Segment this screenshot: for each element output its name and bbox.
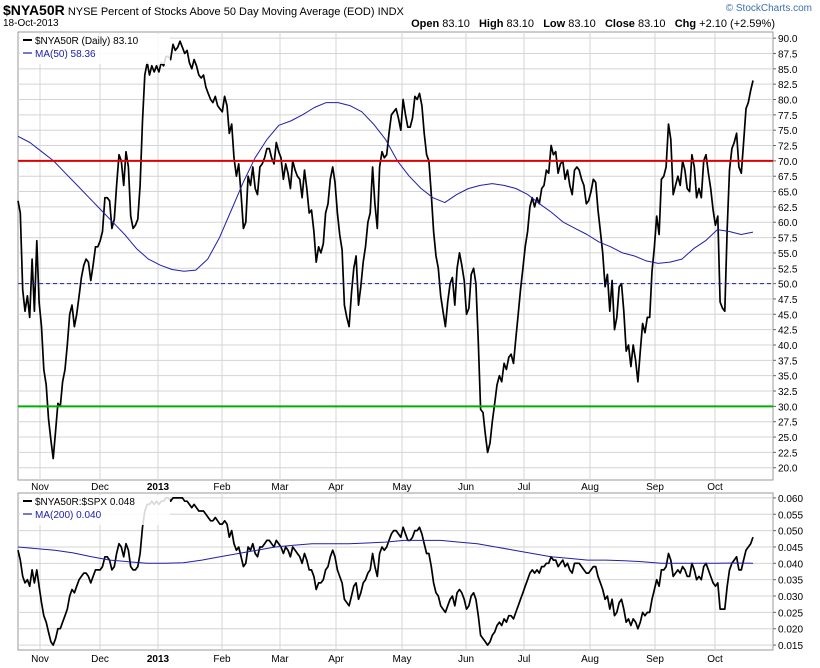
y-tick-label: 80.0 <box>778 96 798 107</box>
x-tick-label: Oct <box>707 482 723 493</box>
x-tick-label: Apr <box>328 482 344 493</box>
y-tick-label: 35.0 <box>778 372 798 383</box>
y-tick-label: 20.0 <box>778 464 798 475</box>
chg-value: +2.10 (+2.59%) <box>699 18 775 30</box>
y-tick-label: 82.5 <box>778 80 798 91</box>
y-tick-label: 70.0 <box>778 157 798 168</box>
high-value: 83.10 <box>506 18 535 30</box>
y-tick-label: 50.0 <box>778 280 798 291</box>
x-tick-label: Jul <box>518 482 531 493</box>
y-tick-label: 0.020 <box>778 625 803 636</box>
price-series-line <box>17 497 754 646</box>
moving-average-line <box>17 539 754 564</box>
y-tick-label: 57.5 <box>778 234 798 245</box>
x-tick-label: Nov <box>31 654 49 665</box>
y-tick-label: 85.0 <box>778 65 798 76</box>
x-tick-label: Jun <box>458 654 474 665</box>
y-tick-label: 45.0 <box>778 310 798 321</box>
x-tick-label: Dec <box>91 482 109 493</box>
y-tick-label: 90.0 <box>778 34 798 45</box>
y-tick-label: 0.030 <box>778 592 803 603</box>
x-tick-label: Sep <box>646 654 664 665</box>
description-label: NYSE Percent of Stocks Above 50 Day Movi… <box>67 6 375 18</box>
x-tick-label: 2013 <box>147 654 170 665</box>
ohlc-readout: Open 83.10 High 83.10 Low 83.10 Close 83… <box>411 18 775 30</box>
y-tick-label: 0.060 <box>778 494 803 505</box>
close-label: Close <box>604 18 635 30</box>
y-tick-label: 30.0 <box>778 402 798 413</box>
x-tick-label: May <box>393 654 412 665</box>
x-tick-label: Oct <box>707 654 723 665</box>
y-tick-label: 0.045 <box>778 543 803 554</box>
y-tick-label: 25.0 <box>778 433 798 444</box>
y-tick-label: 37.5 <box>778 356 798 367</box>
x-tick-label: Aug <box>581 654 599 665</box>
y-tick-label: 0.040 <box>778 559 803 570</box>
y-tick-label: 52.5 <box>778 264 798 275</box>
legend-entry: $NYA50R (Daily) 83.10 <box>35 36 139 47</box>
moving-average-line <box>17 102 754 272</box>
low-label: Low <box>543 18 566 30</box>
y-tick-label: 42.5 <box>778 326 798 337</box>
y-tick-label: 60.0 <box>778 218 798 229</box>
x-tick-label: May <box>393 482 412 493</box>
exchange-label: INDX <box>377 6 404 18</box>
open-label: Open <box>411 18 440 30</box>
y-tick-label: 55.0 <box>778 249 798 260</box>
y-tick-label: 0.050 <box>778 527 803 538</box>
open-value: 83.10 <box>442 18 470 30</box>
x-tick-label: Dec <box>91 654 109 665</box>
y-tick-label: 62.5 <box>778 203 798 214</box>
legend-background <box>20 495 170 525</box>
chart-header: $NYA50R NYSE Percent of Stocks Above 50 … <box>3 2 404 18</box>
x-tick-label: Sep <box>646 482 664 493</box>
x-tick-label: Jun <box>458 482 474 493</box>
x-tick-label: Jul <box>518 654 531 665</box>
y-tick-label: 27.5 <box>778 418 798 429</box>
y-tick-label: 22.5 <box>778 448 798 459</box>
y-tick-label: 72.5 <box>778 142 798 153</box>
close-value: 83.10 <box>638 18 666 30</box>
y-tick-label: 75.0 <box>778 126 798 137</box>
y-tick-label: 77.5 <box>778 111 798 122</box>
y-tick-label: 40.0 <box>778 341 798 352</box>
date-label: 18-Oct-2013 <box>3 18 59 29</box>
x-tick-label: Aug <box>581 482 599 493</box>
y-tick-label: 67.5 <box>778 172 798 183</box>
y-tick-label: 65.0 <box>778 188 798 199</box>
x-tick-label: 2013 <box>147 482 170 493</box>
legend-entry: MA(50) 58.36 <box>35 49 96 60</box>
symbol-label: $NYA50R <box>3 2 65 18</box>
x-tick-label: Apr <box>328 654 344 665</box>
main-panel: 20.0 22.5 25.0 27.5 30.0 32.5 35.0 37.5 40.0 42.5… <box>17 31 798 493</box>
ratio-panel: 0.015 0.020 0.025 0.030 0.035 0.040 0.045 0.050… <box>17 492 803 665</box>
y-tick-label: 0.025 <box>778 608 803 619</box>
high-label: High <box>478 18 504 30</box>
legend-entry: MA(200) 0.040 <box>35 510 102 521</box>
y-tick-label: 0.015 <box>778 641 803 652</box>
x-tick-label: Mar <box>271 482 289 493</box>
y-tick-label: 87.5 <box>778 49 798 60</box>
y-tick-label: 0.055 <box>778 510 803 521</box>
price-series-line <box>17 40 754 460</box>
y-tick-label: 47.5 <box>778 295 798 306</box>
chg-label: Chg <box>674 18 697 30</box>
y-tick-label: 32.5 <box>778 387 798 398</box>
low-value: 83.10 <box>568 18 596 30</box>
stockcharts-credit: © StockCharts.com <box>725 3 812 14</box>
legend-entry: $NYA50R:$SPX 0.048 <box>35 497 135 508</box>
x-tick-label: Feb <box>213 654 231 665</box>
y-tick-label: 0.035 <box>778 576 803 587</box>
x-tick-label: Mar <box>271 654 289 665</box>
x-tick-label: Feb <box>213 482 231 493</box>
legend-background <box>20 34 170 64</box>
x-tick-label: Nov <box>31 482 49 493</box>
